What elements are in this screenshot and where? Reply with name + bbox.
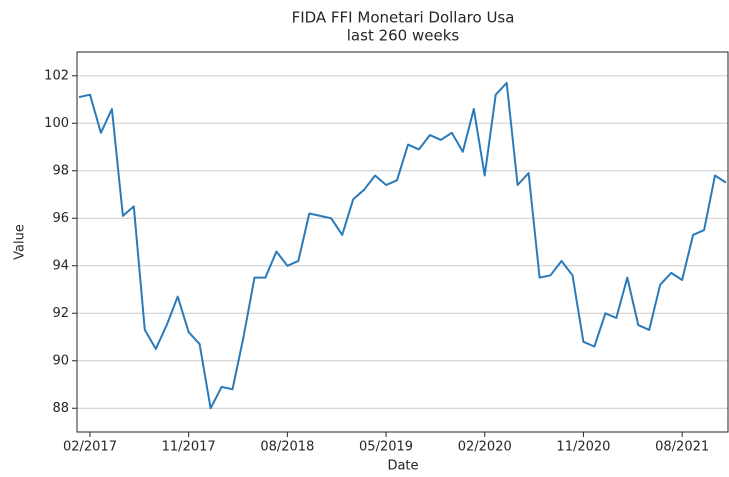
chart-subtitle: last 260 weeks xyxy=(347,27,460,45)
y-tick-label: 94 xyxy=(52,258,69,273)
y-tick-label: 100 xyxy=(44,116,69,131)
chart-title: FIDA FFI Monetari Dollaro Usa xyxy=(292,9,515,27)
y-tick-label: 102 xyxy=(44,68,69,83)
x-tick-label: 11/2020 xyxy=(556,440,610,455)
y-axis-label: Value xyxy=(13,224,28,260)
x-tick-label: 02/2017 xyxy=(63,440,117,455)
data-line xyxy=(78,81,727,410)
y-tick-label: 92 xyxy=(52,306,69,321)
y-tick-label: 88 xyxy=(52,401,69,416)
plot-frame xyxy=(76,51,729,433)
y-tick-label: 98 xyxy=(52,163,69,178)
x-tick-label: 08/2021 xyxy=(655,440,709,455)
x-axis-label: Date xyxy=(387,459,418,474)
y-tick-label: 96 xyxy=(52,211,69,226)
x-tick-label: 11/2017 xyxy=(162,440,216,455)
x-tick-label: 02/2020 xyxy=(458,440,512,455)
x-tick-label: 08/2018 xyxy=(260,440,314,455)
x-tick-label: 05/2019 xyxy=(359,440,413,455)
y-tick-label: 90 xyxy=(52,353,69,368)
